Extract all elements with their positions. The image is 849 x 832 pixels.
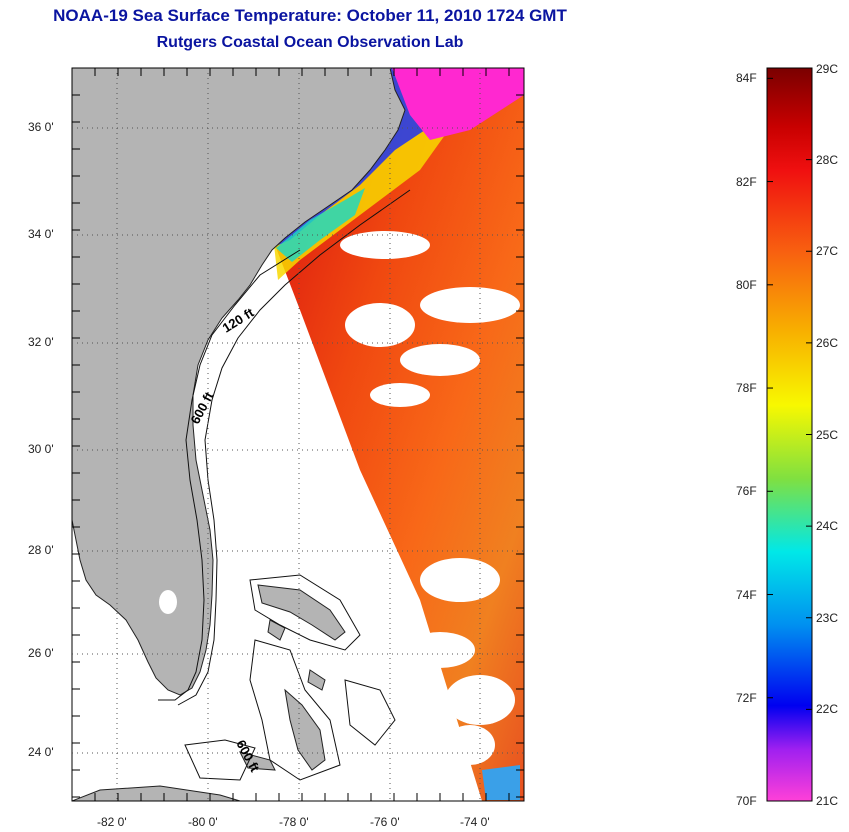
graticule: [72, 68, 524, 801]
satellite-swath: [275, 68, 524, 801]
lat-tick-label: 34 0': [28, 227, 54, 241]
colorbar-celsius-label: 26C: [816, 335, 839, 350]
lat-tick-label: 32 0': [28, 335, 54, 349]
colorbar-celsius-label: 25C: [816, 427, 839, 442]
lat-tick-label: 24 0': [28, 745, 54, 759]
cloud-cover: [340, 231, 520, 765]
lon-tick-label: -82 0': [97, 815, 127, 829]
land-us: [72, 68, 406, 696]
lat-tick-label: 30 0': [28, 442, 54, 456]
colorbar-celsius-label: 22C: [816, 702, 839, 717]
lat-tick-label: 36 0': [28, 120, 54, 134]
map-frame: [71, 67, 525, 802]
lon-tick-label: -78 0': [279, 815, 309, 829]
colorbar-celsius-label: 23C: [816, 610, 839, 625]
colorbar-celsius-label: 27C: [816, 244, 839, 259]
sound-cold-water: [392, 68, 524, 140]
colorbar-fahrenheit-label: 84F: [736, 71, 757, 86]
lake-okeechobee: [159, 590, 177, 614]
colorbar-celsius-label: 21C: [816, 794, 839, 808]
colorbar-gradient: [766, 67, 813, 802]
frame-ticks: [72, 68, 524, 801]
cold-patch-south: [482, 765, 520, 800]
colorbar-celsius-label: 24C: [816, 519, 839, 534]
colorbar-fahrenheit-label: 82F: [736, 174, 757, 189]
colorbar-fahrenheit-label: 76F: [736, 484, 757, 499]
land-bahamas: [239, 584, 346, 771]
coastal-green-band: [276, 188, 365, 262]
colorbar-fahrenheit-label: 70F: [736, 794, 757, 808]
lon-tick-label: -80 0': [188, 815, 218, 829]
land-cuba: [72, 785, 241, 801]
bathymetry-contours: [158, 189, 411, 781]
colorbar-fahrenheit-label: 78F: [736, 381, 757, 396]
map-title: NOAA-19 Sea Surface Temperature: October…: [53, 6, 567, 25]
colorbar-fahrenheit-label: 80F: [736, 277, 757, 292]
lat-tick-label: 28 0': [28, 543, 54, 557]
lon-tick-label: -76 0': [370, 815, 400, 829]
map-subtitle: Rutgers Coastal Ocean Observation Lab: [156, 34, 464, 51]
lon-tick-label: -74 0': [460, 815, 490, 829]
colorbar-fahrenheit-label: 74F: [736, 587, 757, 602]
lat-tick-label: 26 0': [28, 646, 54, 660]
colorbar-fahrenheit-label: 72F: [736, 690, 757, 705]
colorbar-celsius-label: 28C: [816, 152, 839, 167]
colorbar-celsius-label: 29C: [816, 62, 839, 76]
